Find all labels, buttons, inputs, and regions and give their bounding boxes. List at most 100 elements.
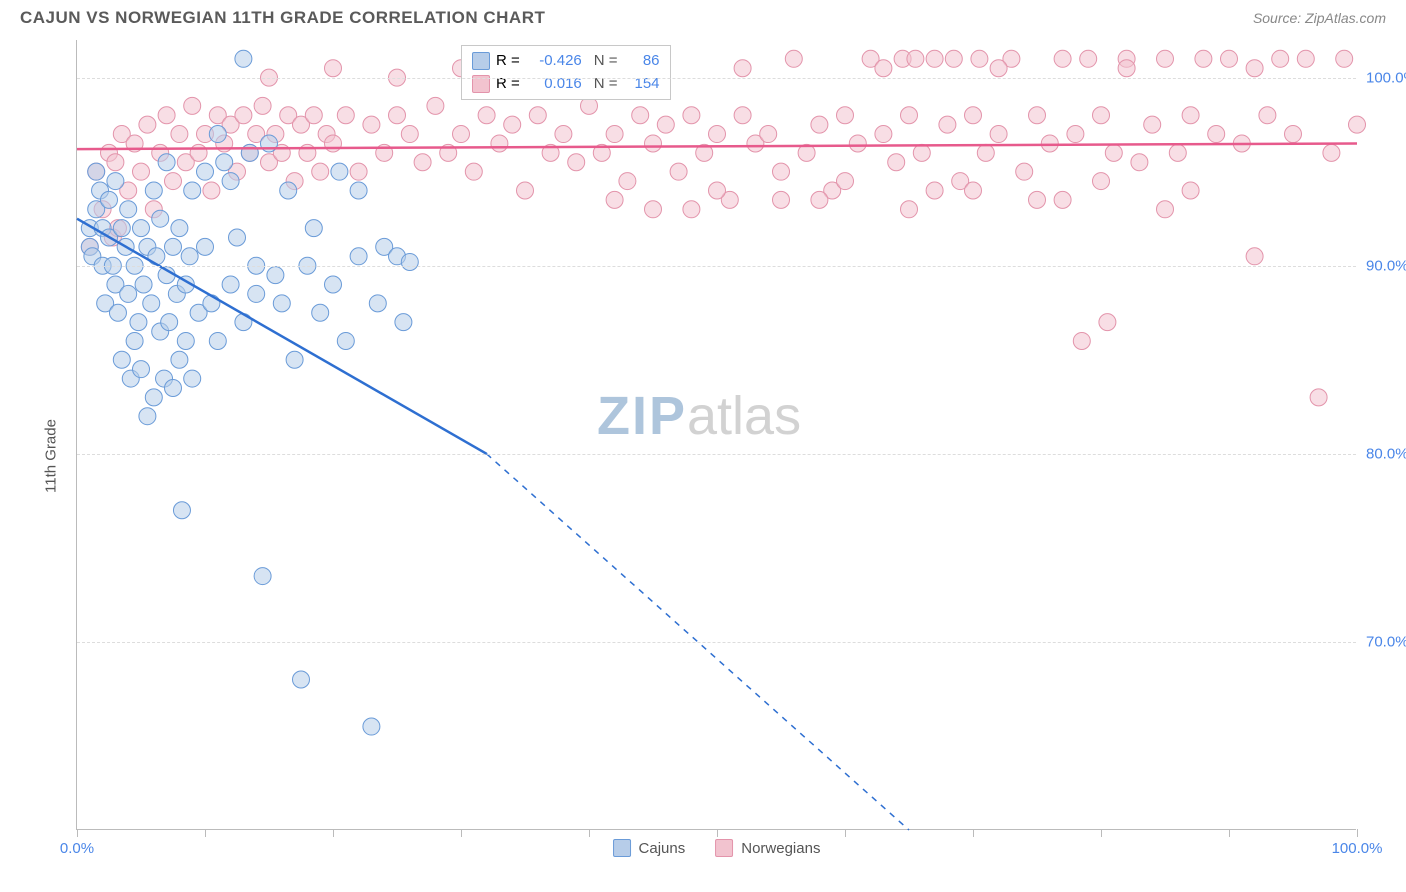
data-point xyxy=(165,238,182,255)
data-point xyxy=(113,220,130,237)
data-point xyxy=(1169,144,1186,161)
data-point xyxy=(1105,144,1122,161)
data-point xyxy=(184,182,201,199)
data-point xyxy=(606,191,623,208)
data-point xyxy=(1093,107,1110,124)
data-point xyxy=(888,154,905,171)
data-point xyxy=(173,502,190,519)
data-point xyxy=(139,408,156,425)
data-point xyxy=(1272,50,1289,67)
data-point xyxy=(990,126,1007,143)
data-point xyxy=(1067,126,1084,143)
data-point xyxy=(177,332,194,349)
data-point xyxy=(222,173,239,190)
data-point xyxy=(1246,248,1263,265)
data-point xyxy=(1310,389,1327,406)
data-point xyxy=(363,116,380,133)
data-point xyxy=(517,182,534,199)
data-point xyxy=(683,107,700,124)
data-point xyxy=(126,332,143,349)
data-point xyxy=(254,568,271,585)
data-point xyxy=(158,154,175,171)
data-point xyxy=(337,332,354,349)
data-point xyxy=(1336,50,1353,67)
data-point xyxy=(1054,50,1071,67)
data-point xyxy=(1054,191,1071,208)
gridline xyxy=(77,78,1356,79)
data-point xyxy=(1099,314,1116,331)
x-tick xyxy=(333,829,334,837)
data-point xyxy=(184,97,201,114)
x-tick xyxy=(717,829,718,837)
data-point xyxy=(1221,50,1238,67)
data-point xyxy=(109,304,126,321)
data-point xyxy=(120,201,137,218)
chart-container: 11th Grade ZIPatlas R =-0.426N =86R =0.0… xyxy=(20,40,1386,872)
legend-row: R =-0.426N =86 xyxy=(472,50,660,73)
data-point xyxy=(280,182,297,199)
data-point xyxy=(811,191,828,208)
data-point xyxy=(216,154,233,171)
legend-r-label: R = xyxy=(496,50,520,73)
data-point xyxy=(901,107,918,124)
data-point xyxy=(369,295,386,312)
data-point xyxy=(683,201,700,218)
data-point xyxy=(939,116,956,133)
data-point xyxy=(395,314,412,331)
data-point xyxy=(990,60,1007,77)
data-point xyxy=(235,50,252,67)
y-tick-label: 90.0% xyxy=(1366,257,1406,274)
data-point xyxy=(165,173,182,190)
data-point xyxy=(325,276,342,293)
data-point xyxy=(907,50,924,67)
legend-n-value: 86 xyxy=(624,50,660,73)
data-point xyxy=(363,718,380,735)
data-point xyxy=(350,182,367,199)
legend-series-name: Cajuns xyxy=(639,840,686,857)
data-point xyxy=(241,144,258,161)
data-point xyxy=(133,361,150,378)
source-attribution: Source: ZipAtlas.com xyxy=(1253,10,1386,26)
gridline xyxy=(77,454,1356,455)
data-point xyxy=(945,50,962,67)
y-tick-label: 70.0% xyxy=(1366,633,1406,650)
data-point xyxy=(1349,116,1366,133)
data-point xyxy=(837,107,854,124)
data-point xyxy=(350,163,367,180)
data-point xyxy=(171,351,188,368)
x-tick xyxy=(461,829,462,837)
data-point xyxy=(1131,154,1148,171)
data-point xyxy=(267,267,284,284)
data-point xyxy=(203,182,220,199)
data-point xyxy=(120,285,137,302)
data-point xyxy=(1157,50,1174,67)
data-point xyxy=(1182,107,1199,124)
data-point xyxy=(145,389,162,406)
data-point xyxy=(529,107,546,124)
data-point xyxy=(139,116,156,133)
legend-r-value: 0.016 xyxy=(526,73,582,96)
data-point xyxy=(389,107,406,124)
data-point xyxy=(760,126,777,143)
data-point xyxy=(152,210,169,227)
legend-swatch xyxy=(715,839,733,857)
x-tick xyxy=(1229,829,1230,837)
data-point xyxy=(849,135,866,152)
legend-series-name: Norwegians xyxy=(741,840,820,857)
data-point xyxy=(325,60,342,77)
data-point xyxy=(1080,50,1097,67)
data-point xyxy=(1029,191,1046,208)
data-point xyxy=(1182,182,1199,199)
gridline xyxy=(77,642,1356,643)
data-point xyxy=(1118,60,1135,77)
data-point xyxy=(709,126,726,143)
data-point xyxy=(286,351,303,368)
data-point xyxy=(184,370,201,387)
legend-swatch xyxy=(613,839,631,857)
data-point xyxy=(1093,173,1110,190)
legend-item: Norwegians xyxy=(715,839,820,857)
data-point xyxy=(1297,50,1314,67)
data-point xyxy=(1144,116,1161,133)
data-point xyxy=(1259,107,1276,124)
x-tick xyxy=(845,829,846,837)
